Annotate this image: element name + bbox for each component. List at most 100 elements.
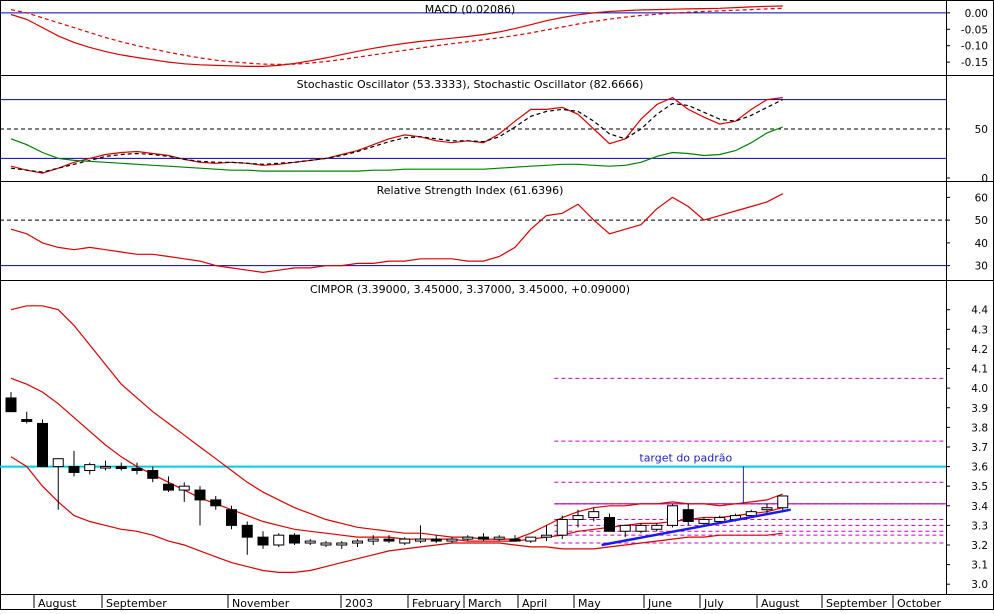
candle [682,509,694,522]
axis-labels: 0.00 -0.05 -0.10 -0.15 50 0 60 50 40 30 4.4 4.3 4.2 4… [33,8,988,610]
panel-title: Relative Strength Index (61.6396) [377,184,564,197]
y-tick-label: 3.5 [971,481,988,493]
chart-marks: target do padrão [5,5,791,573]
candle [761,507,773,511]
candle [399,538,411,544]
macd-signal-line [10,7,783,66]
x-tick-label: August [761,597,800,610]
x-tick-label: November [232,597,290,610]
candle [100,466,111,469]
candle [273,534,285,546]
candle [493,536,505,540]
y-tick-label: 4.0 [971,383,988,395]
candle [604,517,615,532]
candle [257,536,269,546]
macd-line [10,5,783,67]
y-tick-label: -0.15 [961,57,988,69]
candle [651,524,663,530]
candle [556,519,568,536]
candle [446,538,458,542]
panel-title: Stochastic Oscillator (53.3333), Stochas… [297,78,644,91]
candle [289,534,300,544]
rsi-line [10,193,784,274]
candle [115,466,127,470]
x-tick-label: March [468,597,502,610]
y-tick-label: 40 [975,238,988,250]
candle [241,524,253,538]
y-tick-label: 3.7 [971,442,988,454]
y-tick-label: 50 [975,215,988,227]
x-tick-label: August [38,597,77,610]
candle [777,495,789,509]
bollinger-upper-band [10,305,784,540]
candle [194,489,206,501]
x-tick-label: 2003 [345,597,373,610]
candle [572,515,584,520]
x-tick-label: April [522,597,547,610]
candle [588,511,600,519]
stochastic-d-line [10,99,784,173]
candle [304,540,316,544]
candle [698,519,710,524]
candle [430,538,442,542]
candle [210,499,222,507]
y-tick-label: 0 [981,173,988,185]
candle [635,524,647,532]
y-tick-label: 30 [975,261,988,273]
x-tick-label: July [703,597,724,610]
y-tick-label: 4.4 [971,305,988,317]
candle [131,468,143,471]
x-tick-label: June [647,597,672,610]
y-tick-label: 50 [975,124,988,136]
x-tick-label: October [897,597,941,610]
y-tick-label: 3.2 [971,540,988,552]
bollinger-middle-band [10,377,783,542]
x-tick-label: September [826,597,887,610]
reference-lines [0,12,946,544]
annotation-label: target do padrão [639,452,732,465]
y-tick-label: 3.0 [971,579,988,591]
candle [525,536,537,542]
y-tick-label: 4.3 [971,324,988,336]
candle [68,466,80,473]
ascending-trendline [601,508,791,547]
candle [226,509,237,526]
candle [320,542,332,546]
candle [147,469,159,479]
bollinger-lower-band [10,456,783,573]
candle [52,458,64,468]
x-tick-label: September [106,597,167,610]
candle [509,538,521,542]
candle [745,511,757,517]
candle [367,538,379,542]
stochastic-slow-line [10,126,784,172]
candle [541,534,552,538]
candle [352,540,363,544]
panel-titles: MACD (0.02086) Stochastic Oscillator (53.… [297,3,644,296]
candle [178,485,190,491]
y-tick-label: 3.8 [971,422,988,434]
candle [336,542,348,546]
panel-title: CIMPOR (3.39000, 3.45000, 3.37000, 3.450… [310,283,630,296]
panel-title: MACD (0.02086) [425,3,516,16]
y-tick-label: 3.4 [971,501,988,513]
x-tick-label: May [578,597,601,610]
x-tick-label: February [412,597,461,610]
candle [415,538,426,542]
y-tick-label: 60 [975,192,988,204]
y-tick-label: 3.6 [971,462,988,474]
candle [478,536,489,540]
candle [714,517,726,522]
y-tick-label: 3.3 [971,520,988,532]
y-tick-label: -0.05 [961,24,988,36]
candle [5,397,17,413]
candle [84,464,96,471]
candle [163,483,174,491]
y-tick-label: -0.10 [961,41,988,53]
candle [21,419,33,422]
y-tick-label: 3.1 [971,560,988,572]
